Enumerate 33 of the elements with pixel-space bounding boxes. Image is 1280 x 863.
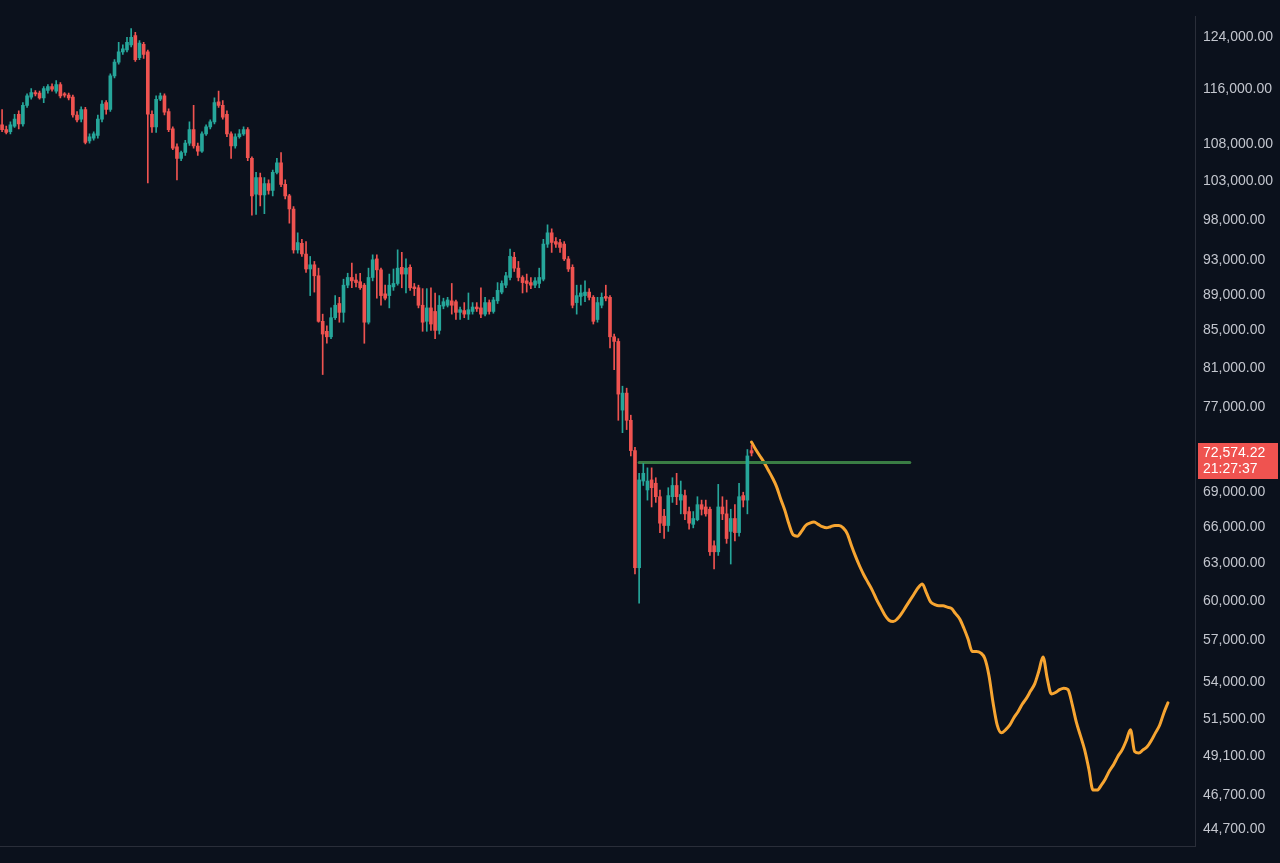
line-series	[750, 440, 1170, 792]
candlestick	[404, 258, 408, 294]
text: 21:27:37	[1203, 459, 1258, 476]
y-tick-label: 124,000.00	[1203, 28, 1274, 45]
y-tick-label: 60,000.00	[1203, 591, 1266, 608]
y-tick-label: 89,000.00	[1203, 285, 1266, 302]
y-tick-label: 51,500.00	[1203, 710, 1266, 727]
candlestick	[462, 302, 467, 319]
candlestick	[449, 283, 454, 315]
candlestick	[678, 480, 683, 515]
y-tick-label: 93,000.00	[1203, 251, 1266, 268]
y-tick-label: 81,000.00	[1203, 358, 1266, 375]
y-tick-label: 54,000.00	[1203, 673, 1266, 690]
y-tick-label: 66,000.00	[1203, 517, 1266, 534]
candlestick	[308, 256, 313, 296]
candlestick	[479, 287, 483, 319]
text: 72,574.22	[1203, 443, 1266, 460]
candlestick	[583, 280, 587, 303]
candlestick	[350, 262, 354, 289]
candlestick	[399, 251, 404, 289]
candlestick	[524, 273, 529, 293]
y-tick-label: 63,000.00	[1203, 553, 1266, 570]
y-tick-label: 77,000.00	[1203, 397, 1266, 414]
y-tick-label: 49,100.00	[1203, 747, 1266, 764]
y-tick-label: 98,000.00	[1203, 210, 1266, 227]
y-tick-label: 103,000.00	[1203, 172, 1274, 189]
y-tick-label: 46,700.00	[1203, 785, 1266, 802]
y-tick-label: 69,000.00	[1203, 483, 1266, 500]
y-tick-label: 116,000.00	[1203, 79, 1273, 96]
y-tick-label: 108,000.00	[1203, 135, 1274, 152]
y-tick-label: 44,700.00	[1203, 819, 1266, 836]
y-tick-label: 85,000.00	[1203, 321, 1266, 338]
y-tick-label: 57,000.00	[1203, 631, 1266, 648]
